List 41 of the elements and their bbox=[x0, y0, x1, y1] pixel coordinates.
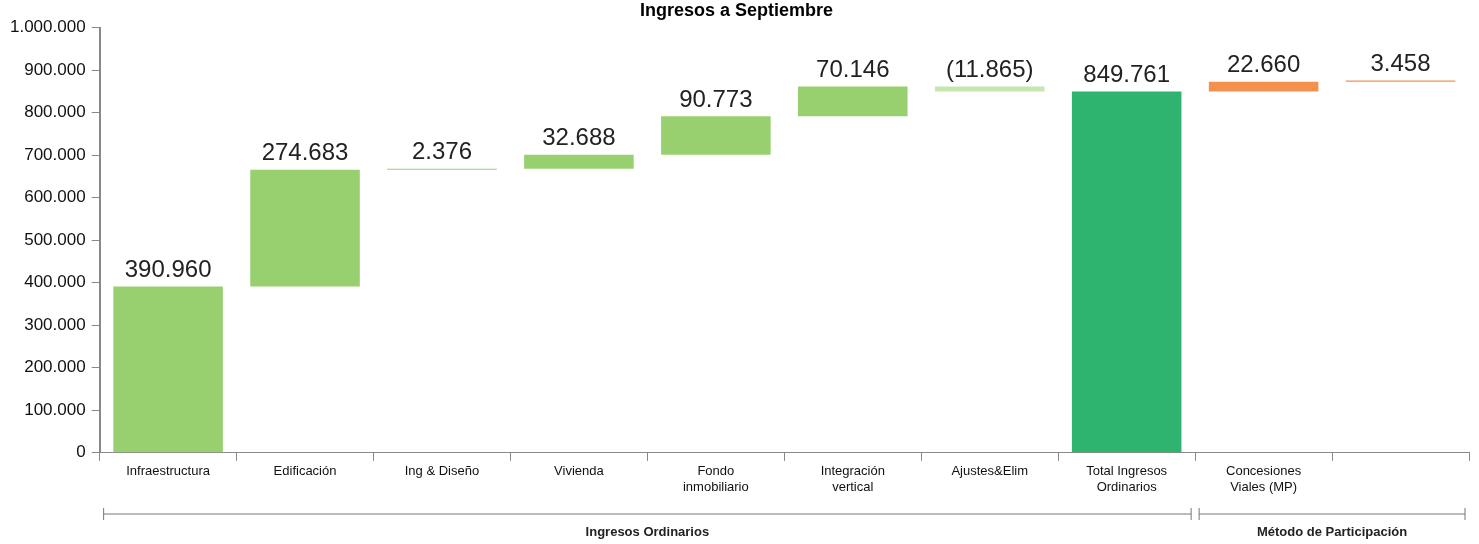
data-label: 3.458 bbox=[1370, 49, 1431, 76]
data-label: 2.376 bbox=[411, 137, 472, 165]
data-label: 390.960 bbox=[124, 255, 212, 283]
data-label: 32.688 bbox=[542, 123, 616, 151]
bar bbox=[250, 169, 360, 287]
y-tick-label: 900.000 bbox=[24, 59, 86, 79]
y-tick-label: 500.000 bbox=[24, 229, 86, 249]
y-tick-label: 200.000 bbox=[24, 357, 86, 377]
y-tick-label: 100.000 bbox=[24, 399, 86, 419]
x-tick-label: Total Ingresos Ordinarios bbox=[1086, 463, 1168, 494]
y-tick-label: 600.000 bbox=[24, 187, 86, 207]
data-label: 274.683 bbox=[261, 138, 349, 166]
x-tick-label: Ajustes&Elim bbox=[951, 463, 1029, 479]
chart-title: Ingresos a Septiembre bbox=[639, 0, 834, 20]
x-tick-label: Integración vertical bbox=[820, 463, 885, 494]
bar bbox=[524, 154, 634, 169]
data-label: 849.761 bbox=[1083, 60, 1171, 88]
x-tick-label: Fondo inmobiliario bbox=[682, 463, 749, 494]
text: Ingresos Ordinarios bbox=[585, 523, 710, 539]
bar bbox=[1071, 91, 1182, 453]
y-tick-label: 700.000 bbox=[24, 144, 86, 164]
data-label: 22.660 bbox=[1226, 50, 1301, 78]
bar bbox=[798, 86, 908, 117]
text: Método de Participación bbox=[1256, 523, 1408, 539]
bar bbox=[1208, 81, 1319, 92]
x-tick-label: Edificación bbox=[273, 463, 337, 479]
data-label: (11.865) bbox=[945, 55, 1034, 83]
x-tick-label: Ing & Diseño bbox=[404, 463, 480, 479]
bar bbox=[113, 286, 223, 453]
y-tick-label: 800.000 bbox=[24, 102, 86, 122]
data-label: 90.773 bbox=[679, 84, 753, 112]
x-tick-label: Infraestructura bbox=[126, 463, 211, 479]
y-tick-label: 0 bbox=[76, 442, 86, 462]
x-tick-label: Concesiones Viales (MP) bbox=[1226, 463, 1302, 494]
y-tick-label: 400.000 bbox=[24, 272, 86, 292]
bar bbox=[934, 86, 1045, 92]
bar bbox=[661, 116, 771, 155]
data-label: 70.146 bbox=[816, 55, 890, 83]
x-tick-label: Vivienda bbox=[554, 463, 605, 479]
y-tick-label: 1.000.000 bbox=[9, 17, 86, 37]
y-tick-label: 300.000 bbox=[24, 314, 86, 334]
